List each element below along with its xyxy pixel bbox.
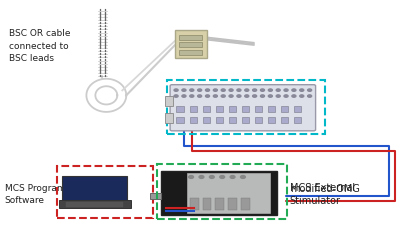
FancyBboxPatch shape	[216, 198, 224, 210]
Circle shape	[221, 95, 225, 97]
Circle shape	[245, 89, 249, 91]
Circle shape	[221, 89, 225, 91]
FancyBboxPatch shape	[161, 171, 276, 215]
FancyBboxPatch shape	[179, 50, 202, 55]
Circle shape	[190, 95, 194, 97]
Circle shape	[182, 89, 186, 91]
Circle shape	[284, 95, 288, 97]
Circle shape	[308, 89, 312, 91]
Circle shape	[240, 176, 245, 178]
FancyBboxPatch shape	[179, 42, 202, 47]
FancyBboxPatch shape	[59, 200, 131, 208]
Circle shape	[229, 89, 233, 91]
Circle shape	[174, 95, 178, 97]
Circle shape	[199, 176, 204, 178]
Circle shape	[229, 95, 233, 97]
FancyBboxPatch shape	[242, 117, 249, 123]
Circle shape	[220, 176, 224, 178]
Circle shape	[237, 95, 241, 97]
Circle shape	[174, 89, 178, 91]
FancyBboxPatch shape	[216, 117, 223, 123]
Circle shape	[300, 95, 304, 97]
FancyBboxPatch shape	[190, 117, 197, 123]
FancyBboxPatch shape	[179, 35, 202, 40]
Text: MCS Programming
Software: MCS Programming Software	[5, 184, 88, 205]
Circle shape	[308, 95, 312, 97]
Circle shape	[198, 89, 202, 91]
FancyBboxPatch shape	[203, 198, 212, 210]
Text: BSC OR cable
connected to
BSC leads: BSC OR cable connected to BSC leads	[9, 29, 70, 63]
Circle shape	[182, 95, 186, 97]
FancyBboxPatch shape	[62, 177, 127, 201]
Circle shape	[189, 176, 194, 178]
FancyBboxPatch shape	[190, 198, 199, 210]
Circle shape	[237, 89, 241, 91]
Circle shape	[276, 95, 280, 97]
FancyBboxPatch shape	[294, 117, 301, 123]
Circle shape	[260, 89, 264, 91]
Circle shape	[268, 95, 272, 97]
FancyBboxPatch shape	[164, 96, 173, 106]
Text: MCS External
Stimulator: MCS External Stimulator	[290, 183, 355, 206]
FancyBboxPatch shape	[170, 85, 316, 131]
FancyBboxPatch shape	[242, 106, 249, 112]
Circle shape	[253, 89, 257, 91]
FancyBboxPatch shape	[187, 173, 270, 213]
Circle shape	[230, 176, 235, 178]
FancyBboxPatch shape	[176, 117, 184, 123]
FancyBboxPatch shape	[203, 117, 210, 123]
FancyBboxPatch shape	[229, 117, 236, 123]
Circle shape	[268, 89, 272, 91]
Circle shape	[260, 95, 264, 97]
FancyBboxPatch shape	[164, 113, 173, 123]
FancyBboxPatch shape	[268, 106, 275, 112]
Circle shape	[213, 95, 217, 97]
Circle shape	[300, 89, 304, 91]
Circle shape	[206, 89, 210, 91]
FancyBboxPatch shape	[176, 106, 184, 112]
FancyBboxPatch shape	[241, 198, 250, 210]
FancyBboxPatch shape	[229, 106, 236, 112]
FancyBboxPatch shape	[66, 202, 123, 207]
Circle shape	[253, 95, 257, 97]
FancyBboxPatch shape	[281, 117, 288, 123]
FancyBboxPatch shape	[255, 117, 262, 123]
FancyBboxPatch shape	[255, 106, 262, 112]
FancyBboxPatch shape	[268, 117, 275, 123]
Circle shape	[276, 89, 280, 91]
FancyBboxPatch shape	[150, 193, 160, 198]
Circle shape	[292, 95, 296, 97]
FancyBboxPatch shape	[294, 106, 301, 112]
Circle shape	[292, 89, 296, 91]
Circle shape	[213, 89, 217, 91]
Circle shape	[210, 176, 214, 178]
FancyBboxPatch shape	[228, 198, 237, 210]
Circle shape	[198, 95, 202, 97]
Circle shape	[284, 89, 288, 91]
FancyBboxPatch shape	[281, 106, 288, 112]
FancyBboxPatch shape	[190, 106, 197, 112]
FancyBboxPatch shape	[203, 106, 210, 112]
Circle shape	[245, 95, 249, 97]
FancyBboxPatch shape	[216, 106, 223, 112]
FancyBboxPatch shape	[175, 30, 207, 58]
Text: modified-OMG: modified-OMG	[290, 184, 360, 194]
Circle shape	[206, 95, 210, 97]
Circle shape	[190, 89, 194, 91]
